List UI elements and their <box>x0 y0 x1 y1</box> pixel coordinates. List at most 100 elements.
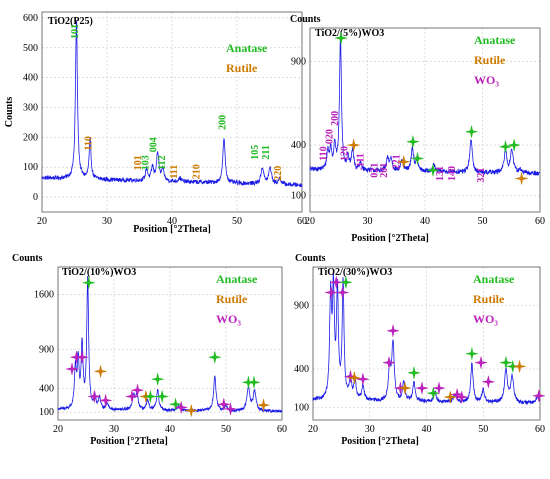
x-tick-label: 50 <box>478 216 488 227</box>
x-tick-label: 30 <box>109 424 119 435</box>
peak-marker-star <box>426 164 440 177</box>
peak-marker-star <box>407 366 421 379</box>
peak-annotation: 111 <box>169 165 180 179</box>
peak-marker-star <box>169 398 182 411</box>
peak-annotation: -111 <box>356 153 367 170</box>
peak-marker-star <box>451 388 464 401</box>
peak-marker-star <box>257 399 270 412</box>
x-tick-label: 50 <box>478 424 488 435</box>
peak-marker-star <box>325 286 338 299</box>
legend-entry: Anatase <box>474 33 516 47</box>
peak-marker-star <box>217 398 230 411</box>
x-tick-label: 20 <box>37 216 47 227</box>
plot-frame <box>57 266 283 421</box>
plot-frame <box>309 27 541 213</box>
plot-frame <box>41 11 303 213</box>
peak-marker-star <box>335 31 348 45</box>
peak-annotation: 101 <box>70 24 81 39</box>
peak-annotation: 103 <box>141 155 152 170</box>
peak-marker-star <box>348 371 361 384</box>
peak-marker-star <box>397 155 410 168</box>
peak-annotation: 101 <box>133 155 144 170</box>
peak-marker-star <box>131 384 144 397</box>
x-axis-label: Position [°2Theta] <box>90 436 168 447</box>
x-axis-label: Position [°2Theta] <box>341 436 419 447</box>
legend-entry: Rutile <box>216 292 248 306</box>
x-tick-label: 40 <box>165 424 175 435</box>
peak-marker-star <box>185 404 198 417</box>
y-tick-label: 900 <box>294 300 309 311</box>
peak-marker-star <box>415 382 429 395</box>
x-tick-label: 50 <box>232 216 242 227</box>
diffraction-pattern-line <box>309 34 541 176</box>
peak-annotation: 211 <box>261 145 272 159</box>
x-tick-label: 30 <box>102 216 112 227</box>
x-tick-label: 40 <box>422 424 432 435</box>
peak-marker-star <box>125 390 138 403</box>
peak-marker-star <box>208 351 221 364</box>
y-tick-label: 900 <box>39 344 54 355</box>
x-tick-label: 40 <box>167 216 177 227</box>
y-tick-label: 0 <box>33 192 38 203</box>
y-tick-label: 200 <box>23 132 38 143</box>
y-tick-label: 300 <box>23 103 38 114</box>
y-tick-label: 400 <box>23 73 38 84</box>
peak-annotation: 021 <box>369 163 380 178</box>
peak-marker-star <box>515 172 528 185</box>
x-tick-label: 40 <box>420 216 430 227</box>
peak-marker-star <box>336 286 349 299</box>
peak-annotation: 110 <box>83 136 94 150</box>
peak-marker-star <box>144 390 157 403</box>
peak-annotation: 120 <box>339 146 350 161</box>
peak-marker-star <box>175 401 188 414</box>
x-tick-label: 60 <box>535 216 545 227</box>
peak-marker-star <box>406 135 419 148</box>
peak-marker-star <box>499 140 512 153</box>
x-tick-label: 20 <box>53 424 63 435</box>
peak-marker-star <box>76 351 89 364</box>
peak-annotation: 210 <box>191 164 202 179</box>
peak-marker-star <box>156 390 169 403</box>
peak-marker-star <box>94 365 107 378</box>
peak-marker-star <box>330 276 343 289</box>
plot-frame <box>312 266 541 421</box>
peak-marker-star <box>465 347 478 360</box>
counts-label: Counts <box>295 253 326 264</box>
legend-entry: Anatase <box>473 272 515 286</box>
peak-annotation: 200 <box>217 115 228 130</box>
peak-annotation: 020 <box>324 129 335 144</box>
panel-title: TiO2(P25) <box>48 16 93 27</box>
peak-marker-star <box>398 382 411 395</box>
peak-marker-star <box>474 356 488 369</box>
peak-marker-star <box>151 373 164 386</box>
peak-marker-star <box>455 391 468 404</box>
peak-marker-star <box>247 376 261 389</box>
x-tick-label: 60 <box>535 424 545 435</box>
legend-entry: WO₃ <box>216 312 241 326</box>
y-tick-label: 900 <box>291 56 306 67</box>
x-tick-label: 20 <box>308 424 318 435</box>
peak-marker-star <box>513 360 526 373</box>
peak-marker-star <box>427 387 440 400</box>
xrd-panel-4: 20 30 40 50 60 100 400 900 Position [°2Theta] Cou… <box>294 253 545 447</box>
y-tick-label: 400 <box>39 384 54 395</box>
peak-marker-star <box>482 375 495 388</box>
y-tick-label: 100 <box>294 402 309 413</box>
panel-title: TiO2/(30%)WO3 <box>318 267 392 278</box>
legend-entry: Rutile <box>474 53 506 67</box>
x-tick-label: 20 <box>305 216 315 227</box>
peak-marker-star <box>506 360 519 373</box>
peak-annotation: 105 <box>250 145 261 160</box>
y-axis-label: Counts <box>4 97 15 128</box>
peak-marker-star <box>411 152 424 165</box>
peak-annotation: 140 <box>447 166 458 181</box>
peak-marker-star <box>344 370 357 383</box>
legend-entry: Rutile <box>226 61 258 75</box>
peak-marker-star <box>465 125 478 138</box>
y-tick-label: 100 <box>23 162 38 173</box>
panel-title: TiO2/(5%)WO3 <box>315 28 384 39</box>
y-tick-label: 400 <box>291 140 306 151</box>
y-tick-label: 100 <box>291 190 306 201</box>
peak-annotation: 221 <box>392 154 403 169</box>
